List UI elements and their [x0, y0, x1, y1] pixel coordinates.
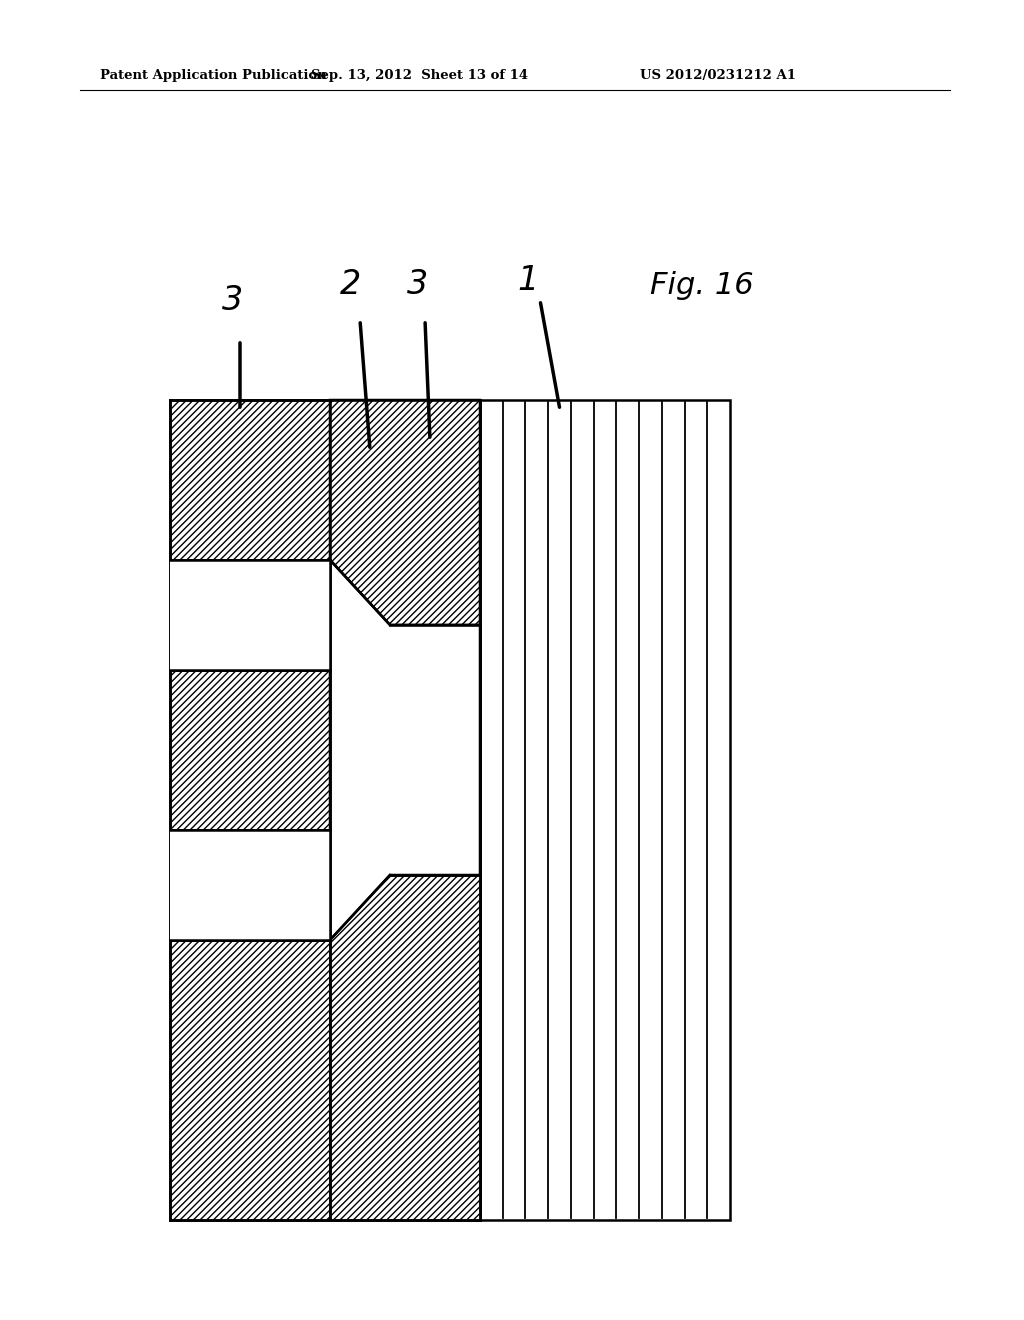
Text: 3: 3 [408, 268, 429, 301]
Text: Fig. 16: Fig. 16 [650, 271, 754, 300]
Bar [170, 400, 480, 1220]
Text: 3: 3 [222, 284, 244, 317]
Polygon shape [330, 560, 480, 940]
Text: US 2012/0231212 A1: US 2012/0231212 A1 [640, 69, 796, 82]
Text: 160: 160 [239, 581, 292, 609]
Text: 2: 2 [339, 268, 360, 301]
Bar [170, 940, 330, 1220]
Bar [480, 400, 730, 1220]
Bar [170, 560, 330, 671]
Bar [170, 830, 330, 940]
Polygon shape [330, 830, 480, 1220]
Text: 1: 1 [517, 264, 539, 297]
Text: Patent Application Publication: Patent Application Publication [100, 69, 327, 82]
Bar [170, 400, 330, 560]
Text: Sep. 13, 2012  Sheet 13 of 14: Sep. 13, 2012 Sheet 13 of 14 [311, 69, 528, 82]
Bar [170, 671, 330, 830]
Polygon shape [330, 400, 480, 624]
